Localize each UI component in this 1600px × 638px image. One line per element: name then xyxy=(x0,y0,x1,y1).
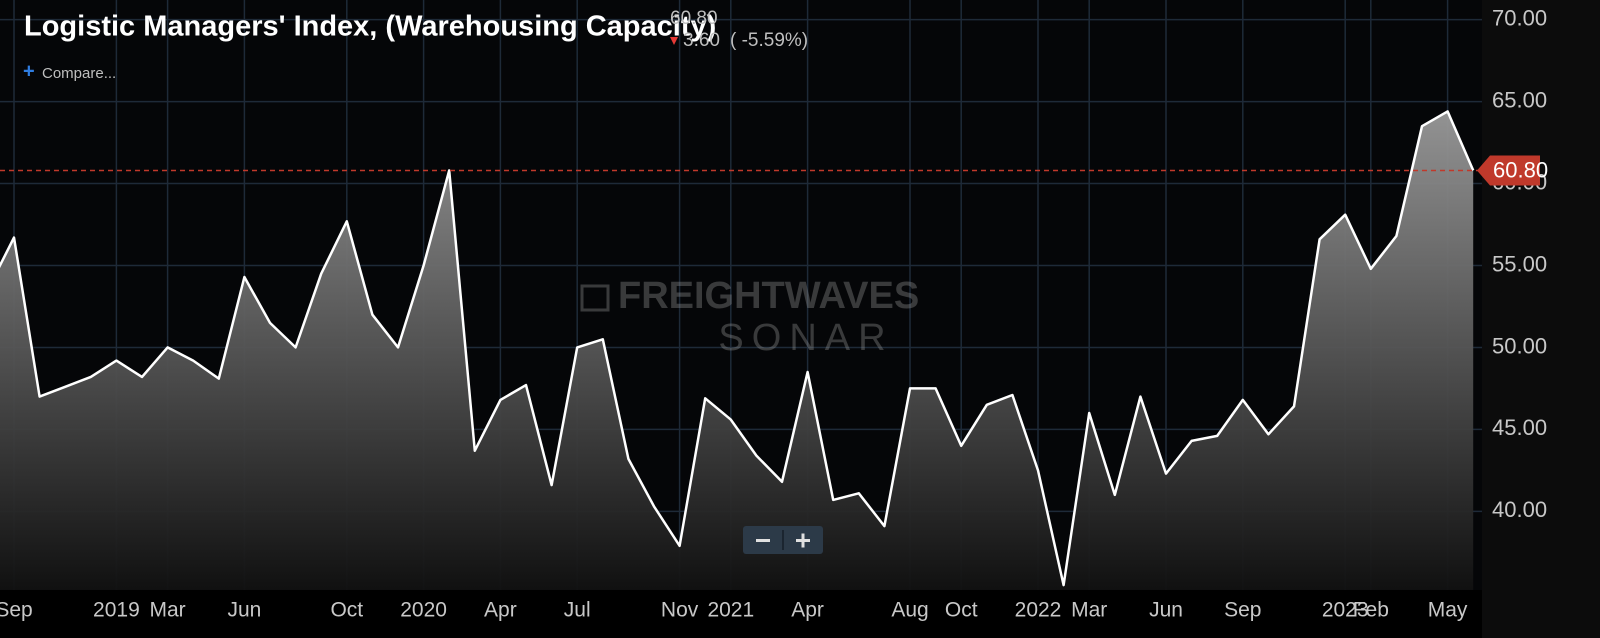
chart-title: Logistic Managers' Index, (Warehousing C… xyxy=(24,11,716,43)
x-tick-label: Jun xyxy=(227,599,261,622)
watermark: FREIGHTWAVES SONAR xyxy=(580,275,919,359)
x-tick-label: Mar xyxy=(1071,599,1107,622)
y-tick-label: 50.00 xyxy=(1492,333,1547,358)
watermark-text: SONAR xyxy=(718,317,893,359)
area xyxy=(0,111,1474,590)
x-tick-label: 2023 xyxy=(1322,599,1369,622)
compare-link[interactable]: Compare... xyxy=(42,65,116,82)
x-tick-label: Mar xyxy=(150,599,186,622)
zoom-out[interactable] xyxy=(756,539,770,542)
compare-icon[interactable]: + xyxy=(23,60,35,82)
down-arrow xyxy=(670,37,678,45)
x-tick-label: Feb xyxy=(1353,599,1389,622)
y-tick-label: 55.00 xyxy=(1492,251,1547,276)
change-value: 3.60 xyxy=(683,30,720,51)
zoom-in[interactable] xyxy=(796,533,810,548)
x-tick-label: Nov xyxy=(661,599,699,622)
watermark-logo xyxy=(580,284,610,312)
current-value: 60.80 xyxy=(670,8,718,29)
x-tick-label: Jun xyxy=(1149,599,1183,622)
y-tick-label: 45.00 xyxy=(1492,415,1547,440)
x-tick-label: Aug xyxy=(891,599,928,622)
y-tick-label: 65.00 xyxy=(1492,87,1547,112)
x-tick-label: 2022 xyxy=(1015,599,1062,622)
x-tick-label: May xyxy=(1428,599,1468,622)
line xyxy=(0,110,1475,587)
x-tick-label: Sep xyxy=(1224,599,1261,622)
watermark-text: FREIGHTWAVES xyxy=(618,275,919,317)
x-tick-label: 2019 xyxy=(93,599,140,622)
x-tick-label: 2021 xyxy=(707,599,754,622)
zoom-controls xyxy=(743,526,823,554)
y-axis-background xyxy=(1482,0,1600,638)
reference-label: 60.80 xyxy=(1493,157,1548,182)
y-tick-label: 40.00 xyxy=(1492,497,1547,522)
x-tick-label: Apr xyxy=(484,599,517,622)
reference-tag xyxy=(1477,155,1540,186)
change-percent: ( -5.59%) xyxy=(730,30,808,51)
x-tick-label: Oct xyxy=(945,599,978,622)
x-tick-label: Apr xyxy=(791,599,824,622)
y-tick-label: 70.00 xyxy=(1492,5,1547,30)
x-tick-label: Oct xyxy=(330,599,363,622)
x-tick-label: Sep xyxy=(0,599,33,622)
x-tick-label: Jul xyxy=(564,599,591,622)
x-tick-label: 2020 xyxy=(400,599,447,622)
